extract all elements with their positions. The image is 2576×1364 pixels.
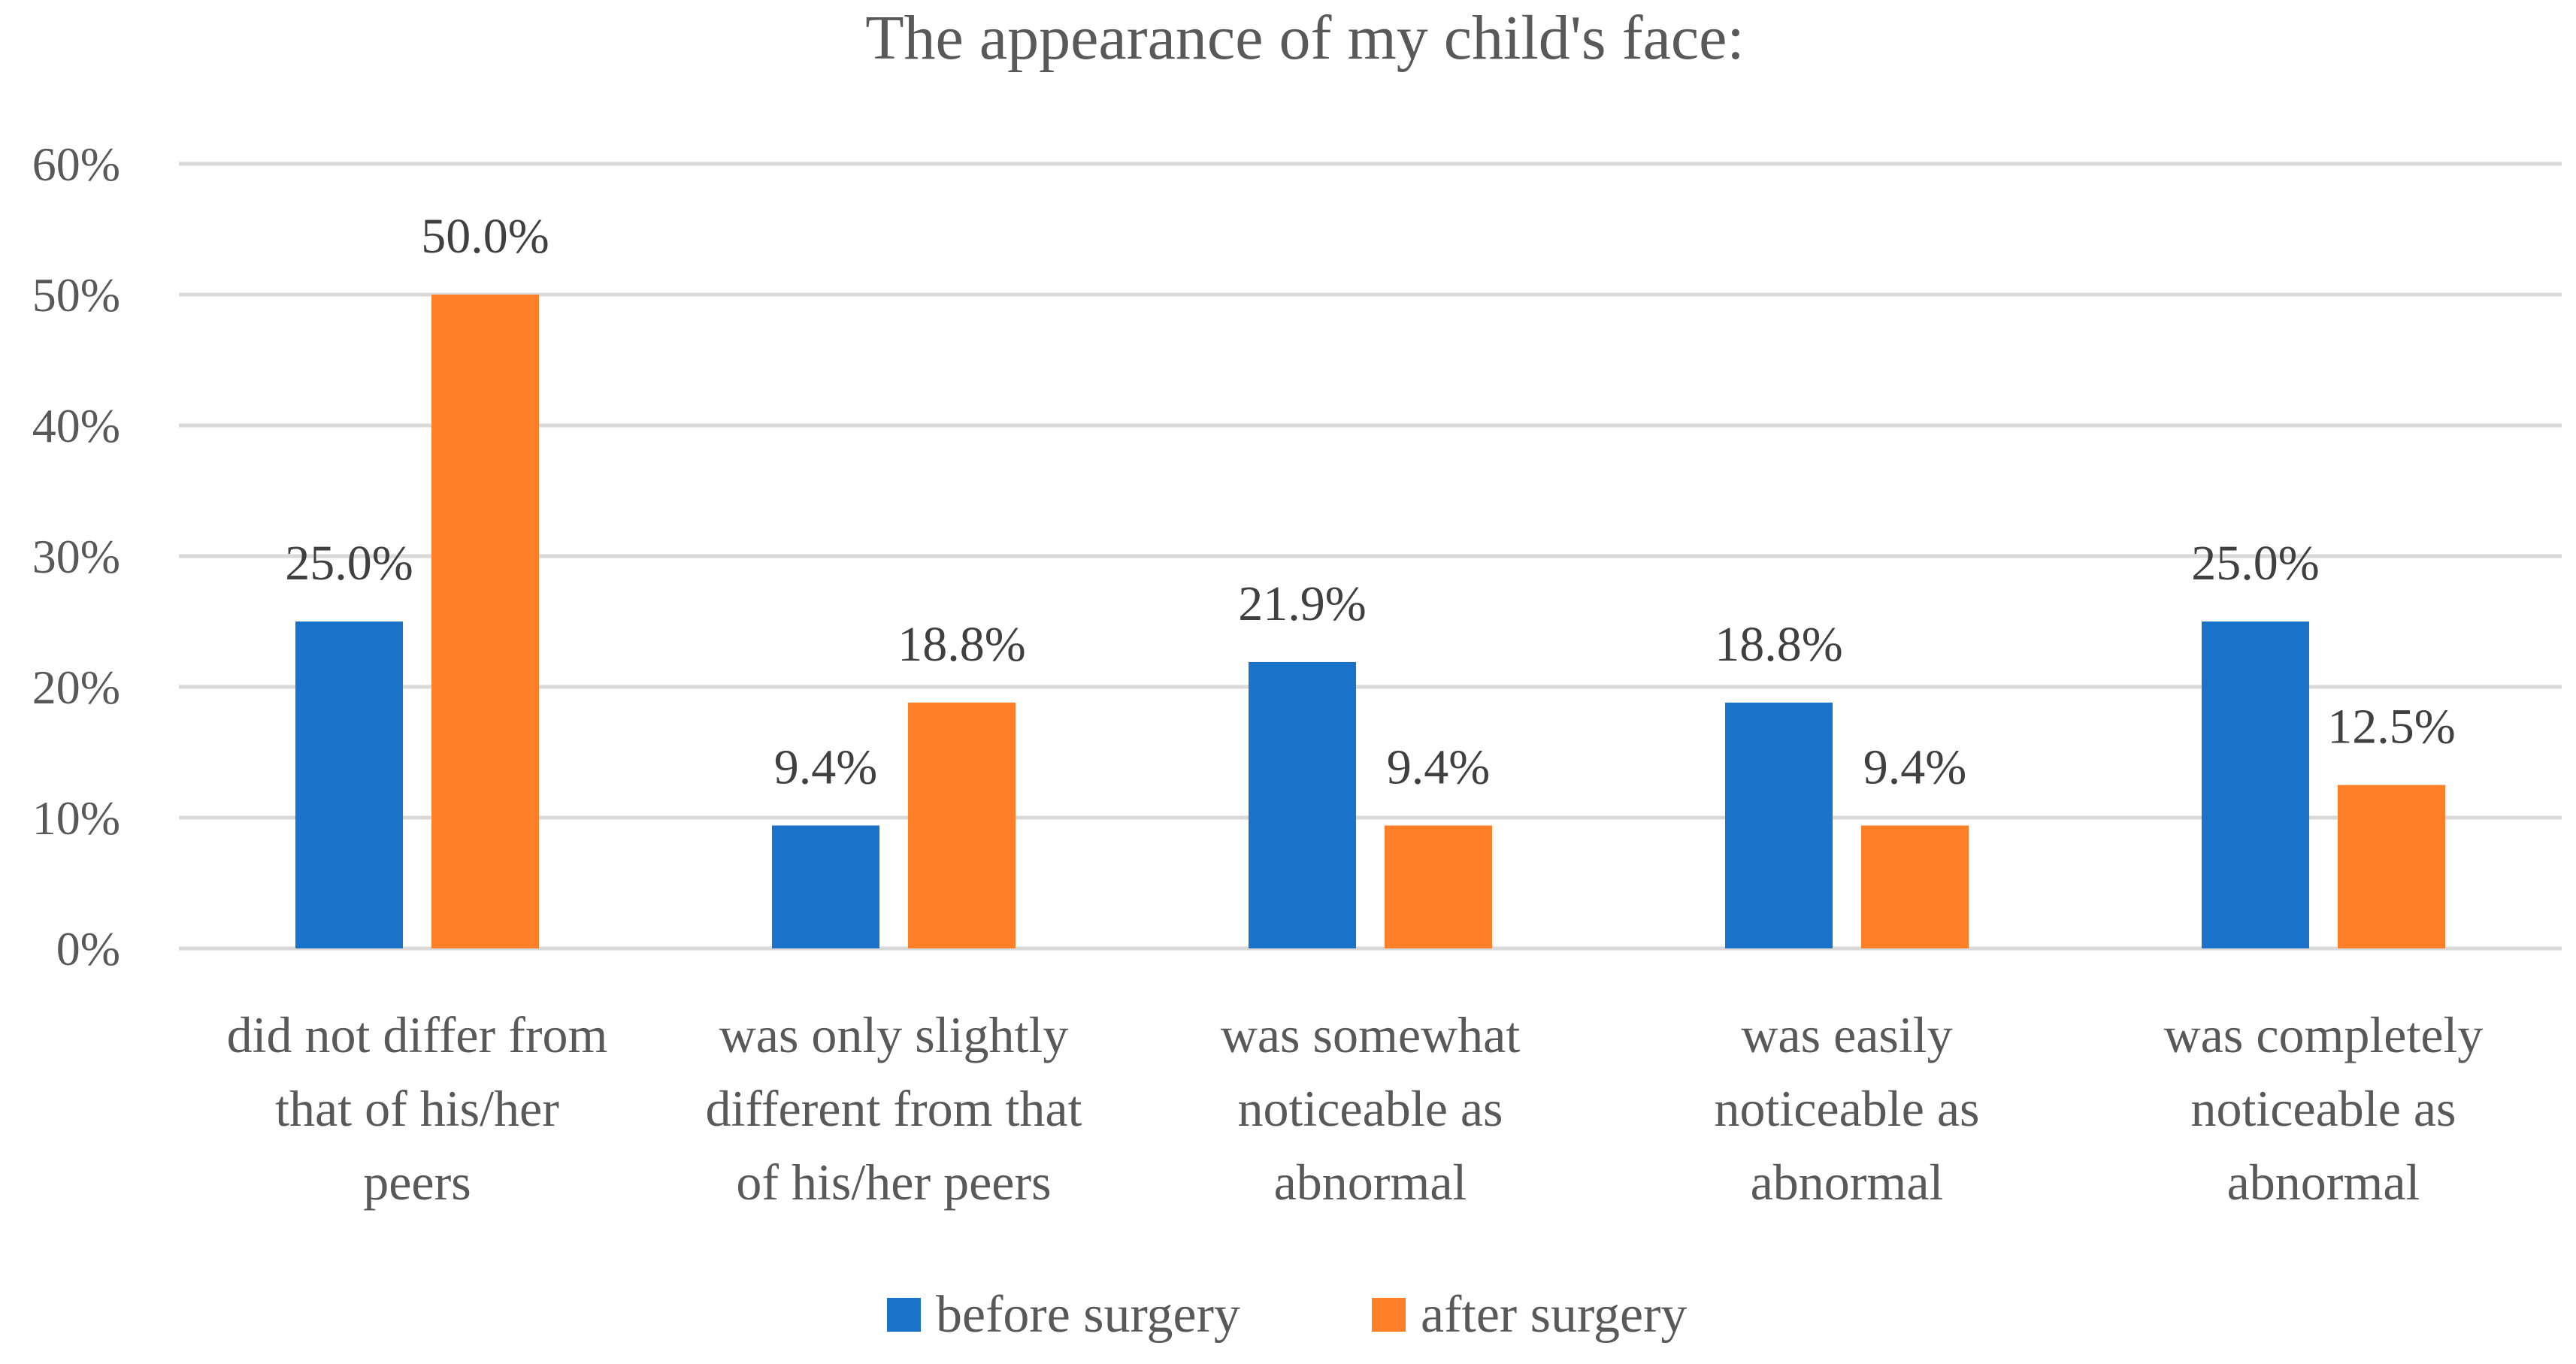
y-tick-label: 50% [32,268,120,322]
category-label: was only slightly [719,1006,1069,1063]
category-label: different from that [705,1080,1082,1137]
data-label: 9.4% [1863,739,1966,794]
data-label: 25.0% [285,536,413,591]
data-label: 9.4% [1387,739,1490,794]
category-label: was completely [2164,1006,2484,1063]
chart-title: The appearance of my child's face: [865,3,1745,73]
bar-before-1 [295,622,403,948]
y-tick-label: 30% [32,530,120,583]
data-label: 18.8% [898,617,1025,672]
legend-label: after surgery [1421,1286,1687,1344]
category-label: abnormal [1751,1154,1944,1211]
category-label: was somewhat [1221,1006,1521,1063]
data-label: 50.0% [421,209,549,264]
bar-after-1 [431,295,539,948]
data-label: 18.8% [1715,617,1842,672]
y-tick-label: 40% [32,399,120,452]
bar-after-2 [908,702,1016,948]
bar-after-3 [1385,825,1492,948]
category-label: that of his/her [275,1080,559,1137]
category-label: abnormal [2227,1154,2420,1211]
category-label: abnormal [1274,1154,1467,1211]
bar-before-5 [2202,622,2309,948]
y-tick-label: 20% [32,661,120,714]
category-labels: did not differ from that of his/her peers w… [227,1006,2484,1211]
bar-after-4 [1861,825,1969,948]
category-label: noticeable as [1237,1080,1503,1137]
gridlines [179,162,2562,951]
category-label: noticeable as [2190,1080,2456,1137]
category-label: did not differ from [227,1006,608,1063]
y-tick-label: 60% [32,138,120,191]
legend-swatch-after [1372,1298,1406,1332]
legend: before surgery after surgery [887,1286,1687,1344]
y-tick-label: 0% [56,922,120,975]
bars [295,295,2445,948]
bar-before-2 [772,825,879,948]
data-label: 9.4% [774,739,877,794]
y-axis-ticks: 0% 10% 20% 30% 40% 50% 60% [32,138,120,975]
legend-label: before surgery [936,1286,1240,1344]
bar-before-3 [1249,661,1356,948]
category-label: of his/her peers [736,1154,1051,1211]
category-label: peers [363,1154,471,1211]
category-label: was easily [1741,1006,1952,1063]
data-label: 12.5% [2327,700,2455,755]
y-tick-label: 10% [32,791,120,845]
data-labels: 25.0% 50.0% 9.4% 18.8% 21.9% 9.4% 18.8% 9.4% 25.… [285,209,2455,794]
data-label: 25.0% [2191,536,2319,591]
legend-swatch-before [887,1298,921,1332]
bar-after-5 [2338,785,2445,948]
data-label: 21.9% [1238,576,1366,631]
category-label: noticeable as [1714,1080,1979,1137]
bar-before-4 [1725,702,1833,948]
